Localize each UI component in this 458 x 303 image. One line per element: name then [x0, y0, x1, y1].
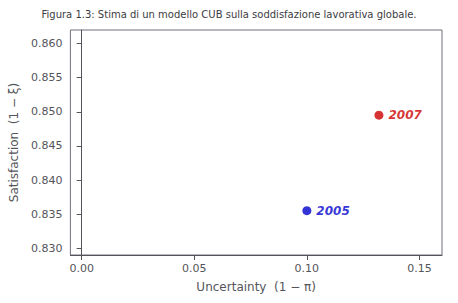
svg-text:0.850: 0.850: [31, 105, 63, 118]
svg-text:0.830: 0.830: [31, 242, 63, 255]
svg-text:0.855: 0.855: [31, 71, 63, 84]
svg-text:Satisfaction (1 − ξ): Satisfaction (1 − ξ): [7, 83, 21, 202]
svg-text:0.15: 0.15: [407, 262, 432, 275]
svg-text:0.860: 0.860: [31, 37, 63, 50]
svg-text:0.845: 0.845: [31, 139, 63, 152]
svg-text:0.00: 0.00: [69, 262, 94, 275]
svg-text:0.10: 0.10: [295, 262, 320, 275]
svg-text:2005: 2005: [316, 204, 349, 218]
svg-text:0.835: 0.835: [31, 208, 63, 221]
svg-text:0.05: 0.05: [182, 262, 207, 275]
svg-text:2007: 2007: [388, 108, 422, 122]
svg-text:Figura 1.3: Stima di un modell: Figura 1.3: Stima di un modello CUB sull…: [42, 9, 417, 20]
svg-text:Uncertainty (1 − π): Uncertainty (1 − π): [196, 280, 316, 294]
svg-text:0.840: 0.840: [31, 174, 63, 187]
